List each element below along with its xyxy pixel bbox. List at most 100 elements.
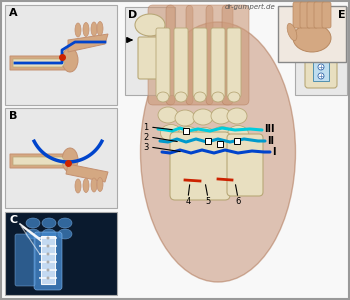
Text: E: E	[338, 10, 346, 20]
FancyBboxPatch shape	[174, 28, 188, 97]
Bar	[41, 236, 55, 284]
Bar	[39, 269, 57, 271]
FancyBboxPatch shape	[305, 20, 337, 88]
Bar	[295, 7, 347, 95]
Ellipse shape	[194, 92, 206, 102]
Bar	[125, 7, 175, 95]
Ellipse shape	[195, 128, 216, 145]
Circle shape	[318, 30, 324, 36]
Circle shape	[47, 277, 49, 280]
FancyBboxPatch shape	[322, 2, 331, 28]
FancyBboxPatch shape	[227, 28, 241, 97]
Bar	[313, 25, 329, 81]
Ellipse shape	[26, 218, 40, 228]
Polygon shape	[13, 157, 65, 165]
Ellipse shape	[83, 178, 89, 193]
Text: 6: 6	[235, 196, 241, 206]
FancyBboxPatch shape	[227, 134, 263, 196]
Ellipse shape	[75, 179, 81, 193]
Ellipse shape	[175, 92, 187, 102]
Circle shape	[47, 260, 49, 263]
Ellipse shape	[293, 24, 331, 52]
Circle shape	[318, 73, 324, 79]
Ellipse shape	[212, 92, 224, 102]
Ellipse shape	[177, 127, 198, 143]
Circle shape	[47, 236, 49, 239]
Polygon shape	[13, 59, 65, 67]
Text: C: C	[9, 215, 17, 225]
Circle shape	[318, 64, 324, 70]
FancyBboxPatch shape	[307, 2, 318, 28]
Ellipse shape	[227, 108, 247, 124]
Bar	[5, 5, 117, 105]
Text: 2: 2	[144, 133, 149, 142]
Text: D: D	[128, 10, 137, 20]
Text: 5: 5	[205, 196, 211, 206]
Bar	[217, 141, 223, 147]
Ellipse shape	[287, 23, 297, 40]
Polygon shape	[10, 154, 68, 168]
FancyBboxPatch shape	[166, 5, 193, 105]
Ellipse shape	[193, 109, 213, 125]
FancyBboxPatch shape	[186, 5, 213, 105]
Circle shape	[47, 253, 49, 256]
Ellipse shape	[75, 23, 81, 37]
Bar	[5, 212, 117, 295]
FancyBboxPatch shape	[138, 37, 162, 79]
Text: 1: 1	[144, 122, 149, 131]
FancyBboxPatch shape	[206, 5, 233, 105]
Circle shape	[47, 244, 49, 247]
Ellipse shape	[175, 110, 195, 126]
Text: III: III	[264, 124, 274, 134]
FancyBboxPatch shape	[148, 5, 175, 105]
Bar	[39, 261, 57, 263]
Ellipse shape	[211, 108, 231, 124]
Ellipse shape	[42, 218, 56, 228]
Bar	[205, 138, 211, 144]
Ellipse shape	[26, 229, 40, 239]
FancyBboxPatch shape	[34, 232, 62, 290]
Ellipse shape	[97, 178, 103, 191]
Ellipse shape	[305, 9, 337, 31]
Polygon shape	[68, 34, 108, 52]
Bar	[278, 6, 346, 62]
FancyBboxPatch shape	[211, 28, 225, 97]
Circle shape	[318, 46, 324, 52]
Ellipse shape	[140, 22, 295, 282]
Bar	[234, 138, 240, 144]
Ellipse shape	[62, 148, 78, 172]
Bar	[5, 108, 117, 208]
Ellipse shape	[58, 229, 72, 239]
Polygon shape	[66, 164, 108, 182]
Ellipse shape	[228, 92, 240, 102]
Ellipse shape	[211, 127, 232, 143]
Ellipse shape	[161, 124, 182, 142]
Text: A: A	[9, 8, 18, 18]
Ellipse shape	[58, 218, 72, 228]
Ellipse shape	[62, 48, 78, 72]
Bar	[39, 277, 57, 279]
FancyBboxPatch shape	[222, 5, 249, 105]
Ellipse shape	[135, 14, 165, 36]
Bar	[39, 245, 57, 247]
FancyBboxPatch shape	[293, 2, 303, 28]
Polygon shape	[10, 56, 68, 70]
Text: 4: 4	[186, 196, 191, 206]
Ellipse shape	[157, 92, 169, 102]
Ellipse shape	[42, 229, 56, 239]
Ellipse shape	[91, 22, 97, 36]
Bar	[183, 128, 189, 134]
Bar	[39, 253, 57, 255]
FancyBboxPatch shape	[170, 132, 230, 200]
Ellipse shape	[97, 22, 103, 35]
FancyBboxPatch shape	[193, 28, 207, 97]
Bar	[39, 237, 57, 239]
Ellipse shape	[91, 178, 97, 192]
FancyBboxPatch shape	[156, 28, 170, 97]
Text: 3: 3	[143, 142, 149, 152]
Circle shape	[318, 55, 324, 61]
Text: II: II	[267, 136, 274, 146]
Text: dr-gumpert.de: dr-gumpert.de	[225, 4, 276, 10]
Text: B: B	[9, 111, 18, 121]
FancyBboxPatch shape	[300, 2, 311, 28]
